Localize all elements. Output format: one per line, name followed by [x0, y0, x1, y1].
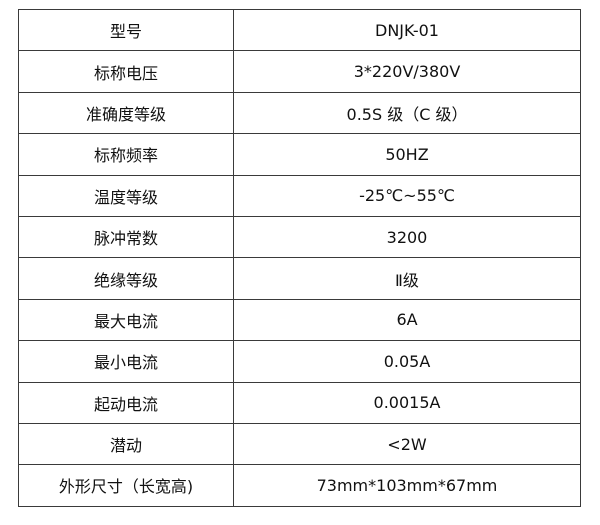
spec-value: 50HZ — [233, 133, 581, 176]
spec-value: 73mm*103mm*67mm — [233, 464, 581, 507]
spec-label: 型号 — [18, 8, 234, 52]
spec-label: 起动电流 — [18, 381, 234, 424]
spec-label: 最小电流 — [18, 340, 234, 383]
table-row: 温度等级 -25℃~55℃ — [18, 174, 581, 217]
spec-value: 3*220V/380V — [233, 50, 581, 93]
spec-label: 最大电流 — [18, 298, 234, 342]
spec-value: <2W — [233, 422, 581, 466]
spec-value: 6A — [233, 298, 581, 342]
spec-value: DNJK-01 — [233, 8, 581, 52]
spec-label: 绝缘等级 — [18, 257, 234, 300]
spec-label: 标称频率 — [18, 133, 234, 176]
table-row: 起动电流 0.0015A — [18, 381, 581, 424]
table-row: 潜动 <2W — [18, 422, 581, 466]
table-row: 最小电流 0.05A — [18, 340, 581, 383]
spec-value: 0.05A — [233, 340, 581, 383]
spec-label: 准确度等级 — [18, 91, 234, 135]
table-row: 标称电压 3*220V/380V — [18, 50, 581, 93]
spec-label: 脉冲常数 — [18, 215, 234, 259]
table-row: 标称频率 50HZ — [18, 133, 581, 176]
table-row: 脉冲常数 3200 — [18, 215, 581, 259]
spec-label: 外形尺寸（长宽高) — [18, 464, 234, 507]
spec-value: 3200 — [233, 215, 581, 259]
table-row: 绝缘等级 Ⅱ级 — [18, 257, 581, 300]
spec-value: 0.0015A — [233, 381, 581, 424]
table-row: 外形尺寸（长宽高) 73mm*103mm*67mm — [18, 464, 581, 507]
spec-value: -25℃~55℃ — [233, 174, 581, 217]
spec-table: 型号 DNJK-01 标称电压 3*220V/380V 准确度等级 0.5S 级（C 级）… — [18, 8, 581, 507]
spec-value: 0.5S 级（C 级） — [233, 91, 581, 135]
table-row: 准确度等级 0.5S 级（C 级） — [18, 91, 581, 135]
spec-value: Ⅱ级 — [233, 257, 581, 300]
table-row: 最大电流 6A — [18, 298, 581, 342]
table-row: 型号 DNJK-01 — [18, 8, 581, 52]
spec-label: 潜动 — [18, 422, 234, 466]
spec-label: 标称电压 — [18, 50, 234, 93]
spec-label: 温度等级 — [18, 174, 234, 217]
